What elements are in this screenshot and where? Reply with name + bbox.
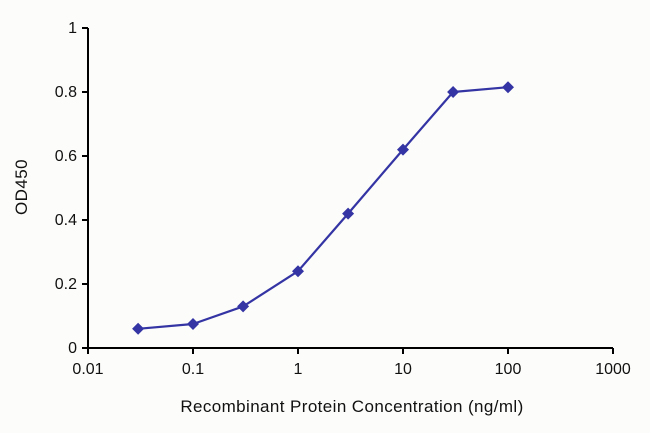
y-tick-label: 0.6 [55,148,77,165]
data-point-marker [132,322,145,335]
data-point-marker [342,207,355,220]
x-tick-label: 1000 [595,361,631,378]
y-tick-label: 0.4 [55,212,77,229]
data-point-marker [447,86,460,98]
y-axis-title: OD450 [12,159,31,215]
y-tick-label: 1 [68,20,77,37]
x-tick-label: 100 [495,361,522,378]
x-tick-label: 1 [294,361,303,378]
x-tick-label: 0.01 [72,361,103,378]
y-tick-label: 0 [68,340,77,357]
data-point-marker [292,265,304,278]
data-series-line [138,86,509,330]
x-axis-title: Recombinant Protein Concentration (ng/ml… [180,397,524,416]
data-point-marker [502,81,514,94]
y-tick-label: 0.2 [55,276,77,293]
x-tick-label: 10 [394,361,412,378]
data-point-marker [397,143,409,156]
y-tick-label: 0.8 [55,84,77,101]
x-tick-label: 0.1 [182,361,204,378]
data-point-marker [237,300,250,313]
data-point-marker [187,318,199,330]
